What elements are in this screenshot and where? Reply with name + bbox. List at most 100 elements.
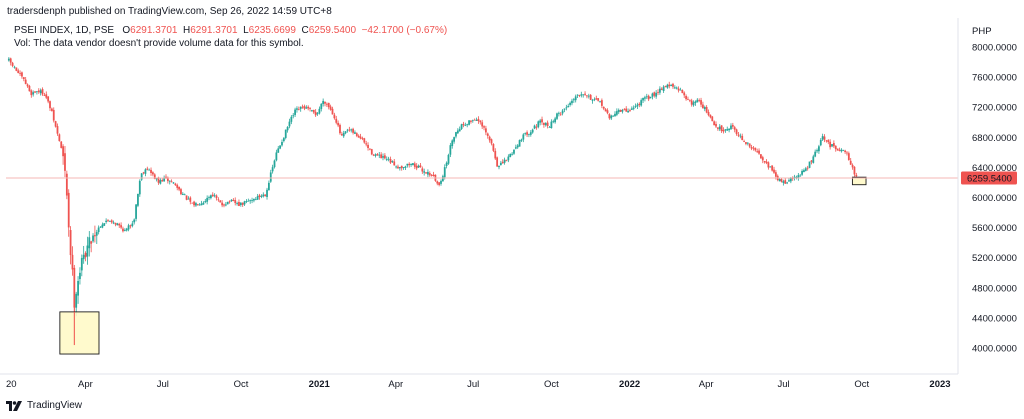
highlight-box-current-price[interactable]	[851, 176, 867, 186]
candle-body	[503, 159, 506, 163]
candle-body	[529, 132, 532, 135]
candle-body	[761, 157, 764, 161]
candle-body	[11, 62, 14, 66]
candle-body	[501, 161, 504, 164]
candle-body	[316, 113, 319, 115]
candle-body	[782, 181, 785, 183]
candle-body	[217, 199, 220, 201]
candle-body	[352, 128, 354, 133]
candle-body	[258, 195, 261, 197]
candle-body	[144, 169, 147, 174]
candle-body	[269, 172, 272, 182]
candle-body	[342, 133, 345, 137]
candle-body	[286, 126, 289, 131]
candle-body	[346, 129, 349, 131]
footer-brand-text: TradingView	[27, 400, 83, 411]
candle-body	[195, 203, 197, 206]
candle-body	[86, 245, 89, 257]
candle-body	[226, 201, 229, 205]
x-tick-label: 2022	[619, 379, 640, 390]
candle-body	[421, 168, 424, 172]
candle-body	[241, 202, 244, 205]
candle-body	[189, 197, 192, 202]
candle-body	[92, 235, 94, 242]
candle-body	[441, 176, 444, 182]
candle-body	[485, 128, 487, 133]
candle-body	[505, 160, 508, 162]
candle-body	[793, 176, 796, 178]
candle-body	[219, 200, 222, 203]
footer-branding[interactable]: TradingView	[6, 400, 82, 411]
candle-body	[462, 123, 465, 126]
candle-body	[774, 172, 777, 177]
candle-body	[245, 201, 248, 202]
candle-body	[9, 58, 12, 63]
highlight-box-march-2020-low[interactable]	[59, 311, 100, 355]
candle-body	[743, 141, 745, 142]
candle-body	[294, 109, 296, 115]
y-tick-label: 4800.0000	[972, 283, 1017, 294]
candle-body	[318, 108, 321, 114]
candle-body	[389, 158, 392, 163]
candle-body	[475, 119, 478, 121]
publisher-note: tradersdenph published on TradingView.co…	[7, 6, 332, 17]
candle-body	[716, 127, 719, 129]
candle-body	[15, 67, 18, 71]
candle-body	[264, 194, 267, 197]
x-tick-label: Oct	[544, 379, 559, 390]
candle-body	[105, 220, 108, 223]
candle-body	[447, 154, 450, 164]
candle-body	[107, 220, 109, 222]
candle-body	[13, 66, 16, 68]
candle-body	[36, 91, 38, 93]
candle-body	[556, 113, 558, 119]
candle-body	[417, 165, 420, 168]
candle-body	[660, 88, 663, 90]
candle-body	[572, 99, 575, 101]
candle-body	[513, 149, 515, 154]
candle-body	[690, 100, 693, 105]
candle-body	[267, 182, 270, 191]
candle-body	[718, 126, 721, 130]
candle-body	[473, 119, 476, 121]
candle-body	[612, 115, 615, 117]
candle-body	[539, 120, 542, 123]
candle-body	[741, 135, 744, 141]
candle-body	[159, 180, 162, 184]
candle-body	[597, 98, 600, 101]
candle-body	[610, 115, 613, 119]
candle-body	[554, 118, 557, 123]
candle-body	[428, 173, 431, 176]
candle-body	[79, 272, 81, 280]
candle-body	[752, 147, 755, 149]
candle-body	[337, 122, 340, 126]
candle-body	[653, 92, 656, 96]
candle-body	[200, 203, 203, 206]
candle-body	[174, 183, 177, 186]
candle-body	[694, 101, 697, 103]
candle-body	[125, 228, 128, 231]
candle-body	[97, 227, 100, 233]
x-tick-label: Apr	[78, 379, 93, 390]
candle-body	[398, 167, 401, 169]
candle-body	[339, 124, 341, 134]
candle-body	[705, 106, 708, 113]
candle-body	[73, 267, 76, 308]
candle-body	[309, 108, 311, 110]
candle-body	[672, 83, 674, 87]
candle-body	[355, 133, 358, 136]
candle-body	[30, 90, 33, 96]
candle-body	[253, 198, 255, 201]
y-tick-label: 4400.0000	[972, 313, 1017, 324]
candle-body	[120, 225, 122, 228]
candle-body	[94, 235, 96, 237]
candle-body	[204, 201, 207, 203]
candle-body	[548, 126, 551, 128]
candle-body	[733, 127, 736, 130]
candle-body	[731, 124, 734, 127]
candle-body	[75, 293, 78, 308]
candle-body	[129, 225, 132, 227]
candle-body	[644, 97, 646, 99]
